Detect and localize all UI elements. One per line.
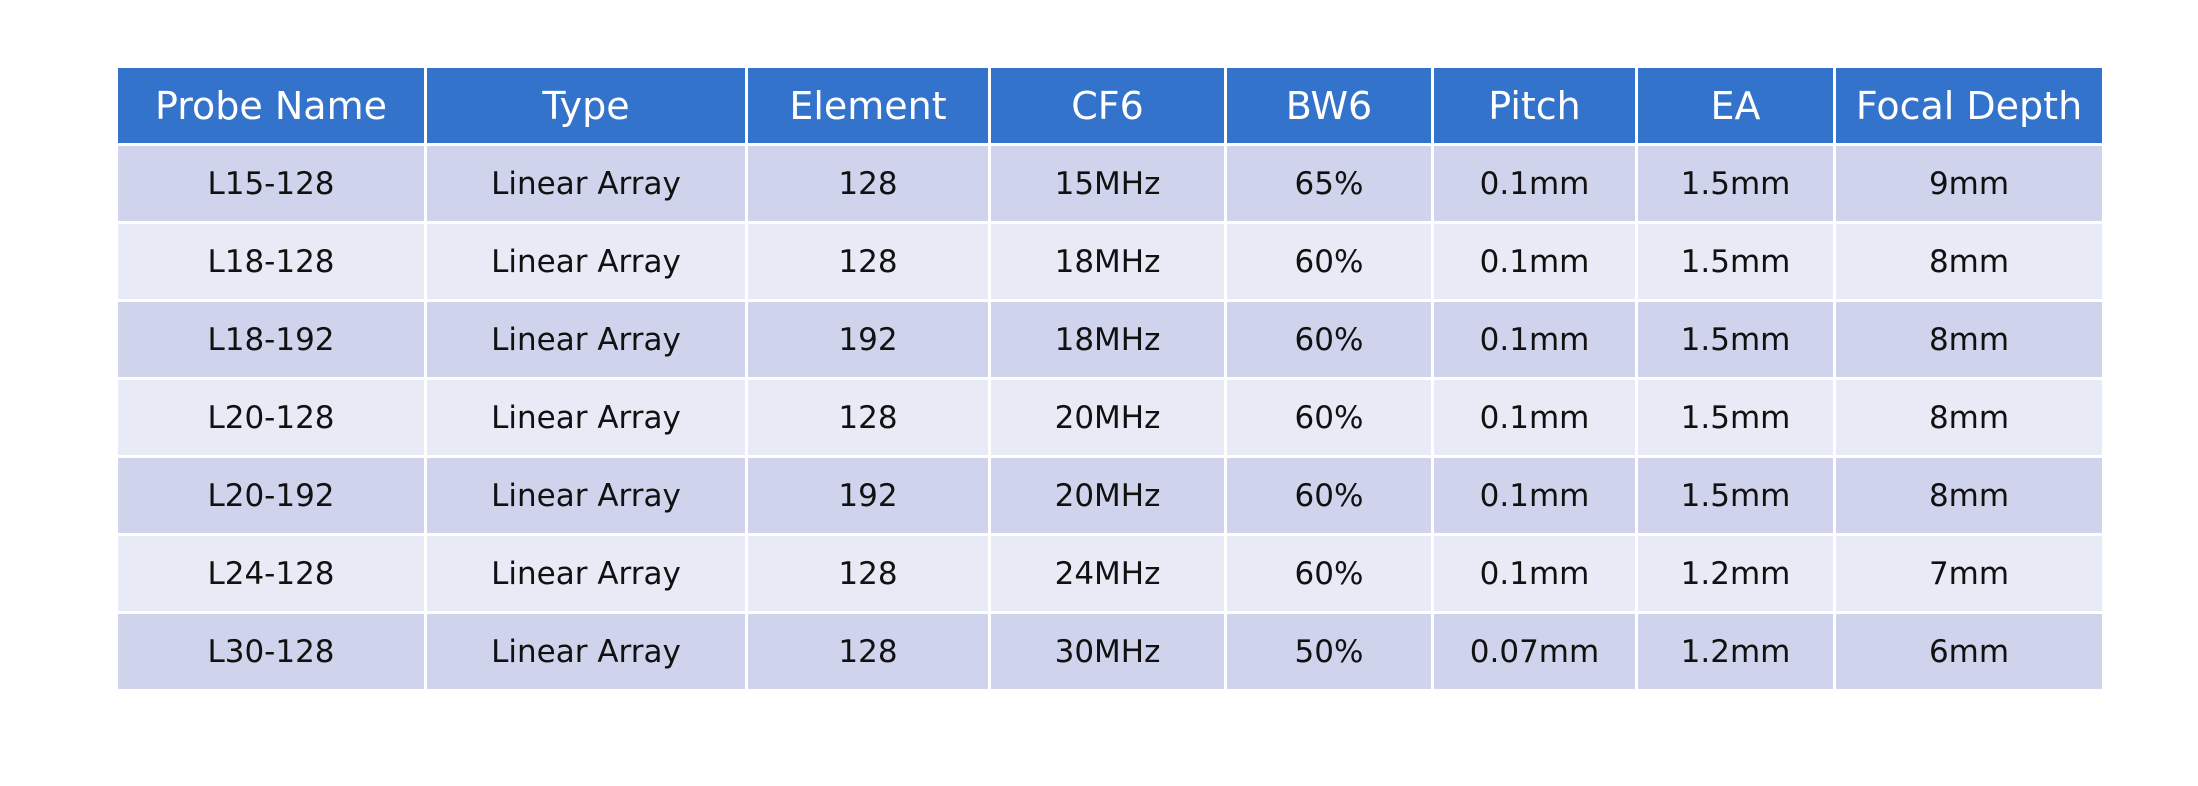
cell-cf6: 24MHz bbox=[991, 536, 1224, 611]
column-header-pitch: Pitch bbox=[1434, 68, 1635, 143]
cell-probe-name: L18-192 bbox=[118, 302, 424, 377]
cell-probe-name: L20-192 bbox=[118, 458, 424, 533]
cell-bw6: 60% bbox=[1227, 536, 1431, 611]
cell-bw6: 65% bbox=[1227, 146, 1431, 221]
cell-bw6: 60% bbox=[1227, 380, 1431, 455]
table-row: L18-128 Linear Array 128 18MHz 60% 0.1mm 1.5mm… bbox=[118, 224, 2102, 299]
cell-ea: 1.5mm bbox=[1638, 302, 1833, 377]
cell-pitch: 0.1mm bbox=[1434, 302, 1635, 377]
cell-pitch: 0.1mm bbox=[1434, 458, 1635, 533]
cell-probe-name: L18-128 bbox=[118, 224, 424, 299]
cell-element: 128 bbox=[748, 614, 988, 689]
cell-probe-name: L30-128 bbox=[118, 614, 424, 689]
cell-focal-depth: 7mm bbox=[1836, 536, 2102, 611]
cell-pitch: 0.1mm bbox=[1434, 380, 1635, 455]
cell-bw6: 60% bbox=[1227, 224, 1431, 299]
cell-ea: 1.5mm bbox=[1638, 224, 1833, 299]
cell-element: 128 bbox=[748, 224, 988, 299]
cell-cf6: 20MHz bbox=[991, 458, 1224, 533]
cell-bw6: 60% bbox=[1227, 458, 1431, 533]
cell-ea: 1.5mm bbox=[1638, 380, 1833, 455]
cell-element: 128 bbox=[748, 380, 988, 455]
column-header-probe-name: Probe Name bbox=[118, 68, 424, 143]
table-row: L30-128 Linear Array 128 30MHz 50% 0.07mm 1.2m… bbox=[118, 614, 2102, 689]
table-row: L15-128 Linear Array 128 15MHz 65% 0.1mm 1.5mm… bbox=[118, 146, 2102, 221]
column-header-ea: EA bbox=[1638, 68, 1833, 143]
cell-cf6: 18MHz bbox=[991, 302, 1224, 377]
column-header-type: Type bbox=[427, 68, 745, 143]
column-header-cf6: CF6 bbox=[991, 68, 1224, 143]
table-body: L15-128 Linear Array 128 15MHz 65% 0.1mm 1.5mm… bbox=[118, 146, 2102, 689]
cell-cf6: 20MHz bbox=[991, 380, 1224, 455]
table-row: L20-192 Linear Array 192 20MHz 60% 0.1mm 1.5mm… bbox=[118, 458, 2102, 533]
cell-focal-depth: 8mm bbox=[1836, 224, 2102, 299]
cell-focal-depth: 9mm bbox=[1836, 146, 2102, 221]
cell-element: 128 bbox=[748, 536, 988, 611]
cell-probe-name: L24-128 bbox=[118, 536, 424, 611]
table-header: Probe Name Type Element CF6 BW6 Pitch EA Focal … bbox=[118, 68, 2102, 143]
cell-ea: 1.2mm bbox=[1638, 536, 1833, 611]
cell-element: 128 bbox=[748, 146, 988, 221]
cell-type: Linear Array bbox=[427, 224, 745, 299]
cell-pitch: 0.1mm bbox=[1434, 146, 1635, 221]
cell-pitch: 0.1mm bbox=[1434, 224, 1635, 299]
cell-cf6: 15MHz bbox=[991, 146, 1224, 221]
cell-ea: 1.2mm bbox=[1638, 614, 1833, 689]
cell-focal-depth: 8mm bbox=[1836, 302, 2102, 377]
cell-type: Linear Array bbox=[427, 458, 745, 533]
cell-element: 192 bbox=[748, 302, 988, 377]
table-row: L24-128 Linear Array 128 24MHz 60% 0.1mm 1.2mm… bbox=[118, 536, 2102, 611]
cell-probe-name: L20-128 bbox=[118, 380, 424, 455]
cell-ea: 1.5mm bbox=[1638, 146, 1833, 221]
cell-cf6: 30MHz bbox=[991, 614, 1224, 689]
table-row: L20-128 Linear Array 128 20MHz 60% 0.1mm 1.5mm… bbox=[118, 380, 2102, 455]
cell-probe-name: L15-128 bbox=[118, 146, 424, 221]
cell-type: Linear Array bbox=[427, 614, 745, 689]
column-header-focal-depth: Focal Depth bbox=[1836, 68, 2102, 143]
cell-bw6: 60% bbox=[1227, 302, 1431, 377]
cell-focal-depth: 8mm bbox=[1836, 380, 2102, 455]
cell-cf6: 18MHz bbox=[991, 224, 1224, 299]
cell-type: Linear Array bbox=[427, 536, 745, 611]
cell-element: 192 bbox=[748, 458, 988, 533]
cell-focal-depth: 6mm bbox=[1836, 614, 2102, 689]
cell-ea: 1.5mm bbox=[1638, 458, 1833, 533]
cell-bw6: 50% bbox=[1227, 614, 1431, 689]
cell-type: Linear Array bbox=[427, 380, 745, 455]
cell-type: Linear Array bbox=[427, 302, 745, 377]
cell-type: Linear Array bbox=[427, 146, 745, 221]
column-header-bw6: BW6 bbox=[1227, 68, 1431, 143]
probe-spec-table: Probe Name Type Element CF6 BW6 Pitch EA Focal … bbox=[115, 65, 2105, 692]
table-row: L18-192 Linear Array 192 18MHz 60% 0.1mm 1.5mm… bbox=[118, 302, 2102, 377]
column-header-element: Element bbox=[748, 68, 988, 143]
header-row: Probe Name Type Element CF6 BW6 Pitch EA Focal … bbox=[118, 68, 2102, 143]
cell-focal-depth: 8mm bbox=[1836, 458, 2102, 533]
cell-pitch: 0.1mm bbox=[1434, 536, 1635, 611]
cell-pitch: 0.07mm bbox=[1434, 614, 1635, 689]
